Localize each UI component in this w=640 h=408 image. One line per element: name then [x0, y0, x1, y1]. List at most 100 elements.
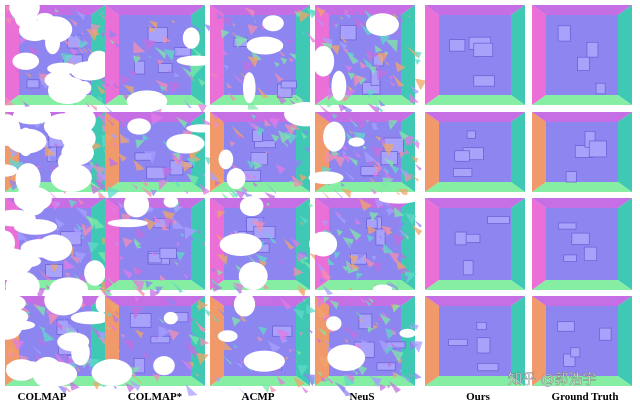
noise [340, 182, 345, 187]
noise [320, 189, 332, 201]
noise [364, 150, 377, 163]
noise [132, 280, 145, 293]
noise [379, 313, 391, 325]
noise [405, 138, 413, 146]
wall-top [105, 5, 205, 15]
noise [106, 276, 120, 289]
noise [374, 321, 379, 326]
furniture [557, 25, 571, 42]
noise [191, 47, 201, 57]
noise [399, 18, 404, 24]
noise [253, 19, 257, 23]
noise [380, 235, 386, 241]
noise [394, 61, 406, 73]
noise [125, 383, 136, 393]
furniture [477, 362, 499, 372]
noise [74, 226, 85, 237]
noise [228, 191, 236, 199]
noise [92, 382, 101, 390]
noise [185, 95, 192, 102]
noise [258, 10, 265, 17]
noise [378, 339, 392, 353]
noise [408, 174, 413, 179]
noise [223, 341, 233, 351]
noise [231, 125, 245, 139]
furniture [254, 140, 276, 149]
noise [390, 342, 396, 348]
noise [411, 174, 419, 182]
noise [136, 228, 148, 240]
hole [323, 121, 346, 152]
furniture [376, 362, 396, 371]
noise [247, 160, 256, 169]
noise [180, 159, 193, 172]
noise [303, 373, 316, 387]
hole [327, 344, 366, 371]
hole [153, 356, 175, 376]
noise [348, 254, 359, 265]
noise [318, 278, 324, 284]
normal-map [210, 101, 329, 205]
noise [394, 282, 401, 289]
noise [292, 308, 305, 320]
noise [158, 179, 169, 191]
hole [239, 196, 264, 217]
normal-map [210, 292, 320, 399]
noise [301, 129, 309, 136]
noise [381, 140, 386, 145]
noise [344, 338, 349, 343]
noise [133, 249, 144, 260]
noise [366, 234, 375, 242]
noise [162, 210, 176, 224]
noise [274, 72, 284, 82]
noise [140, 186, 152, 198]
noise [274, 61, 280, 68]
hole [70, 311, 110, 325]
noise [338, 34, 348, 43]
hole [226, 168, 246, 190]
noise [269, 385, 277, 393]
noise [366, 119, 370, 123]
noise [371, 122, 379, 131]
hole [176, 55, 216, 66]
noise [297, 9, 311, 23]
wall-top [532, 296, 632, 306]
noise [371, 255, 378, 261]
noise [355, 117, 367, 129]
noise [64, 258, 76, 270]
noise [186, 173, 199, 186]
noise [211, 259, 215, 264]
noise [53, 341, 62, 349]
noise [96, 95, 103, 103]
hole [243, 350, 285, 372]
noise [411, 323, 419, 331]
noise [96, 85, 106, 95]
noise [323, 99, 333, 108]
noise [399, 151, 407, 159]
noise [41, 154, 45, 159]
noise [176, 252, 186, 261]
noise [145, 280, 154, 289]
wall-left [425, 296, 439, 386]
noise [291, 174, 305, 188]
noise [265, 202, 270, 207]
normal-map [210, 196, 322, 298]
noise [391, 327, 397, 333]
wall-right [191, 198, 205, 290]
noise [333, 252, 341, 259]
noise [198, 325, 207, 333]
normal-map [105, 192, 206, 300]
noise [250, 114, 257, 120]
noise [152, 374, 161, 382]
hole [238, 261, 268, 291]
noise [291, 356, 298, 363]
noise [374, 44, 383, 53]
noise [74, 251, 87, 264]
furniture [563, 254, 577, 262]
noise [321, 220, 329, 227]
hole [309, 231, 338, 257]
noise [331, 187, 343, 199]
noise [374, 156, 379, 161]
noise [329, 300, 339, 310]
